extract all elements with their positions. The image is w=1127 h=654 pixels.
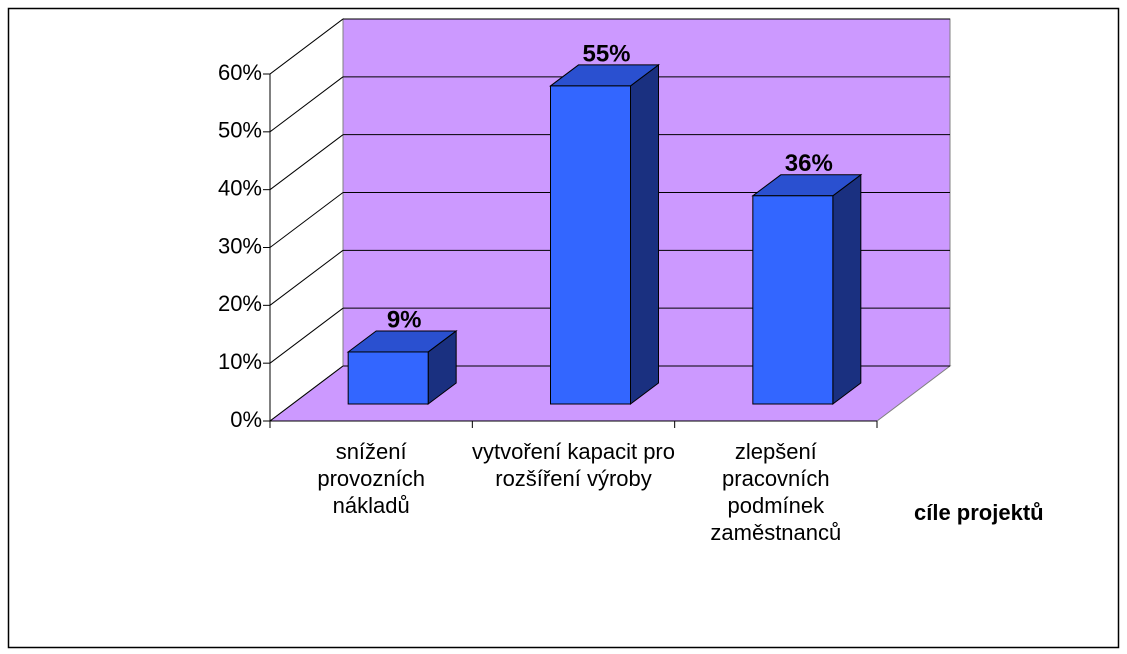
x-tick-label: zlepšení pracovních podmínek zaměstnanců — [710, 439, 842, 545]
grid-line — [269, 307, 344, 364]
x-tick-label: vytvoření kapacit pro rozšíření výroby — [472, 439, 675, 491]
bar-side — [832, 173, 862, 405]
bar-side — [630, 63, 659, 405]
y-tick-label: 10% — [218, 349, 262, 374]
value-label: 9% — [387, 306, 422, 333]
value-label: 55% — [582, 40, 630, 67]
y-tick-label: 50% — [218, 118, 262, 143]
bar — [550, 85, 631, 405]
grid-line — [269, 365, 344, 422]
grid-line — [269, 249, 344, 306]
grid-line — [269, 134, 344, 191]
x-axis-title: cíle projektů — [914, 500, 1044, 525]
bar — [752, 195, 834, 405]
y-tick-label: 0% — [230, 407, 262, 432]
y-tick-label: 40% — [218, 175, 262, 200]
grid-line — [269, 76, 344, 133]
y-tick-label: 60% — [218, 60, 262, 85]
frame — [7, 7, 1120, 649]
grid-line — [269, 192, 344, 248]
y-tick-label: 20% — [218, 291, 262, 316]
grid-line — [269, 18, 344, 75]
x-tick-label: snížení provozních nákladů — [317, 439, 425, 518]
value-label: 36% — [785, 150, 833, 177]
y-tick-label: 30% — [218, 233, 262, 258]
bar — [347, 351, 429, 405]
